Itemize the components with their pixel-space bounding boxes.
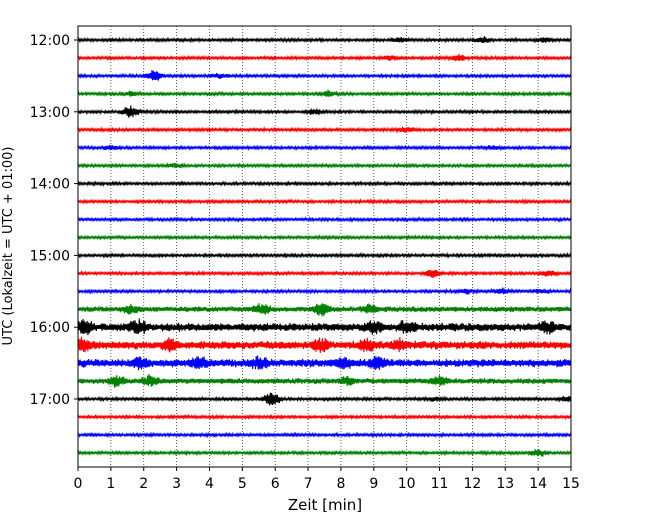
x-tick-label: 2 [139,476,148,492]
x-tick-label: 0 [74,476,83,492]
x-tick-label: 5 [238,476,247,492]
trace-1230 [77,70,572,81]
y-tick-label: 14:00 [30,177,70,193]
y-tick-label: 16:00 [30,320,70,336]
x-axis-label: Zeit [min] [288,496,362,514]
x-tick-label: 4 [205,476,214,492]
trace-1245 [77,89,572,98]
x-tick-label: 13 [496,476,514,492]
trace-1530 [77,287,572,296]
x-tick-label: 6 [271,476,280,492]
trace-1445 [77,233,572,241]
trace-1715 [77,413,572,421]
x-tick-label: 15 [562,476,580,492]
y-tick-label: 12:00 [30,33,70,49]
trace-1515 [77,269,572,278]
trace-1430 [77,216,572,224]
x-tick-label: 14 [529,476,547,492]
trace-1330 [77,144,572,152]
x-axis-ticks: 0 1 2 3 4 5 6 7 8 9 10 11 12 13 14 15 [74,467,580,492]
trace-1400 [77,180,572,188]
y-tick-label: 15:00 [30,248,70,264]
trace-1200 [77,36,572,44]
trace-1215 [77,53,572,62]
trace-1345 [77,162,572,170]
x-tick-label: 12 [463,476,481,492]
plot-frame [77,25,572,468]
y-tick-label: 17:00 [30,392,70,408]
x-tick-label: 8 [336,476,345,492]
trace-1630 [77,355,572,371]
x-tick-label: 1 [106,476,115,492]
x-tick-label: 7 [304,476,313,492]
seismic-traces [77,36,572,457]
trace-1300 [77,105,572,118]
trace-1745 [77,449,572,457]
trace-1615 [77,336,572,353]
x-tick-label: 3 [172,476,181,492]
trace-1415 [77,198,572,206]
trace-1645 [77,374,572,388]
y-tick-label: 13:00 [30,105,70,121]
trace-1315 [77,126,572,134]
trace-1500 [77,251,572,260]
y-axis-label: UTC (Lokalzeit = UTC + 01:00) [1,147,16,346]
trace-1700 [77,392,572,406]
trace-1545 [77,303,572,317]
trace-1730 [77,431,572,439]
x-tick-label: 9 [369,476,378,492]
trace-1600 [77,318,572,336]
x-tick-label: 11 [431,476,449,492]
y-axis-ticks: 12:00 13:00 14:00 15:00 16:00 17:00 [30,33,78,408]
x-tick-label: 10 [398,476,416,492]
